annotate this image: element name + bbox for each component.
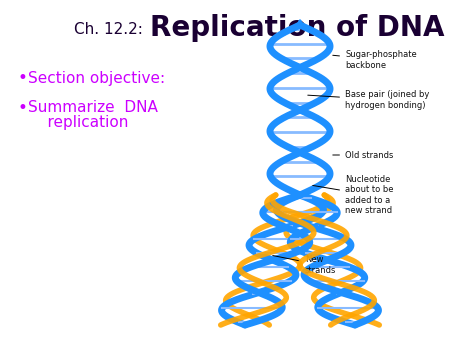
Text: Section objective:: Section objective: bbox=[28, 71, 165, 86]
Text: Summarize  DNA: Summarize DNA bbox=[28, 100, 158, 116]
Text: Ch. 12.2:: Ch. 12.2: bbox=[74, 23, 148, 38]
Text: •: • bbox=[18, 99, 28, 117]
Text: Replication of DNA: Replication of DNA bbox=[150, 14, 445, 42]
Text: Base pair (joined by
hydrogen bonding): Base pair (joined by hydrogen bonding) bbox=[308, 90, 429, 110]
Text: replication: replication bbox=[28, 116, 128, 130]
Text: Old strands: Old strands bbox=[333, 150, 393, 160]
Text: Nucleotide
about to be
added to a
new strand: Nucleotide about to be added to a new st… bbox=[313, 175, 393, 215]
Text: Sugar-phosphate
backbone: Sugar-phosphate backbone bbox=[333, 50, 417, 70]
Text: •: • bbox=[18, 69, 28, 87]
Text: New
strands: New strands bbox=[273, 255, 337, 275]
